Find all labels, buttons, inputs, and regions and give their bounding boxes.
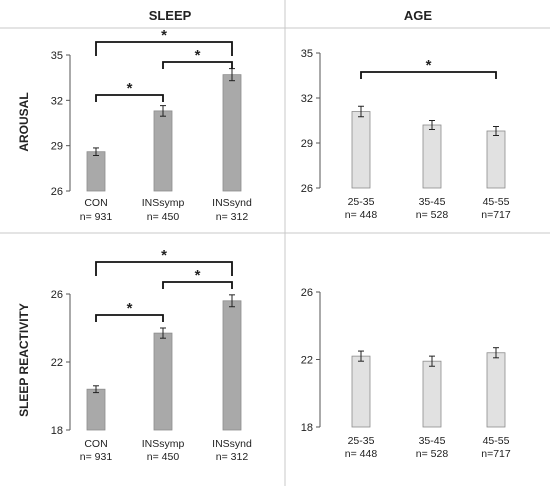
significance-bracket — [162, 281, 233, 289]
count-label: n= 450 — [147, 451, 180, 463]
bar-INSsynd — [222, 300, 242, 431]
significance-bracket — [95, 314, 164, 322]
category-label: 25-35 — [348, 196, 375, 208]
category-label: INSsymp — [142, 438, 185, 450]
significance-bracket — [360, 71, 497, 79]
bar-INSsynd — [222, 74, 242, 192]
significance-bracket — [95, 261, 233, 276]
y-tick-label: 26 — [301, 287, 313, 299]
count-label: n= 450 — [147, 211, 180, 223]
y-tick-label: 29 — [301, 138, 313, 150]
count-label: n= 931 — [80, 451, 113, 463]
bar-INSsymp — [153, 110, 173, 192]
significance-star: * — [426, 57, 432, 74]
y-tick-label: 18 — [51, 425, 63, 437]
count-label: n= 528 — [416, 209, 449, 221]
count-label: n= 312 — [216, 451, 249, 463]
count-label: n=717 — [481, 209, 511, 221]
bar-25-35 — [351, 355, 371, 428]
bar-CON — [86, 388, 106, 431]
row-label-sleep-reactivity: SLEEP REACTIVITY — [17, 303, 31, 417]
category-label: 25-35 — [348, 435, 375, 447]
significance-star: * — [195, 267, 201, 284]
header-sleep: SLEEP — [149, 8, 192, 23]
bar-35-45 — [422, 360, 442, 428]
y-tick-label: 22 — [51, 357, 63, 369]
significance-bracket — [95, 94, 164, 102]
y-tick-label: 18 — [301, 422, 313, 434]
row-label-arousal: AROUSAL — [17, 92, 31, 151]
count-label: n= 931 — [80, 211, 113, 223]
bar-INSsymp — [153, 332, 173, 431]
count-label: n= 448 — [345, 209, 378, 221]
significance-star: * — [127, 300, 133, 317]
y-tick-label: 35 — [51, 50, 63, 62]
y-tick-label: 26 — [51, 289, 63, 301]
count-label: n= 448 — [345, 448, 378, 460]
y-tick-label: 26 — [301, 183, 313, 195]
y-tick-label: 32 — [51, 95, 63, 107]
category-label: 35-45 — [419, 435, 446, 447]
category-label: 35-45 — [419, 196, 446, 208]
y-tick-label: 35 — [301, 48, 313, 60]
category-label: 45-55 — [483, 196, 510, 208]
category-label: INSsynd — [212, 438, 252, 450]
y-tick-label: 26 — [51, 186, 63, 198]
y-tick-label: 32 — [301, 93, 313, 105]
bar-35-45 — [422, 124, 442, 189]
count-label: n= 312 — [216, 211, 249, 223]
y-tick-label: 22 — [301, 355, 313, 367]
bar-CON — [86, 151, 106, 192]
header-age: AGE — [404, 8, 433, 23]
category-label: INSsymp — [142, 197, 185, 209]
count-label: n=717 — [481, 448, 511, 460]
bar-25-35 — [351, 111, 371, 189]
count-label: n= 528 — [416, 448, 449, 460]
category-label: CON — [84, 197, 107, 209]
category-label: INSsynd — [212, 197, 252, 209]
chart-bottom-right: 18 22 26 25-35n= 448 35-45n= 528 45-55n=717 — [301, 287, 511, 460]
significance-bracket — [162, 61, 233, 69]
chart-top-right: 26 29 32 35 25-35n= 448 35-45n= 528 45-55n=717… — [301, 48, 511, 221]
category-label: CON — [84, 438, 107, 450]
significance-star: * — [161, 27, 167, 44]
significance-star: * — [127, 80, 133, 97]
bar-45-55 — [486, 352, 506, 428]
chart-top-left: 26 29 32 35 CON n= 931 INSsymp n= 450 INSsynd n= … — [51, 27, 252, 223]
y-tick-label: 29 — [51, 141, 63, 153]
significance-bracket — [95, 41, 233, 56]
significance-star: * — [195, 47, 201, 64]
bar-45-55 — [486, 130, 506, 189]
significance-star: * — [161, 247, 167, 264]
category-label: 45-55 — [483, 435, 510, 447]
